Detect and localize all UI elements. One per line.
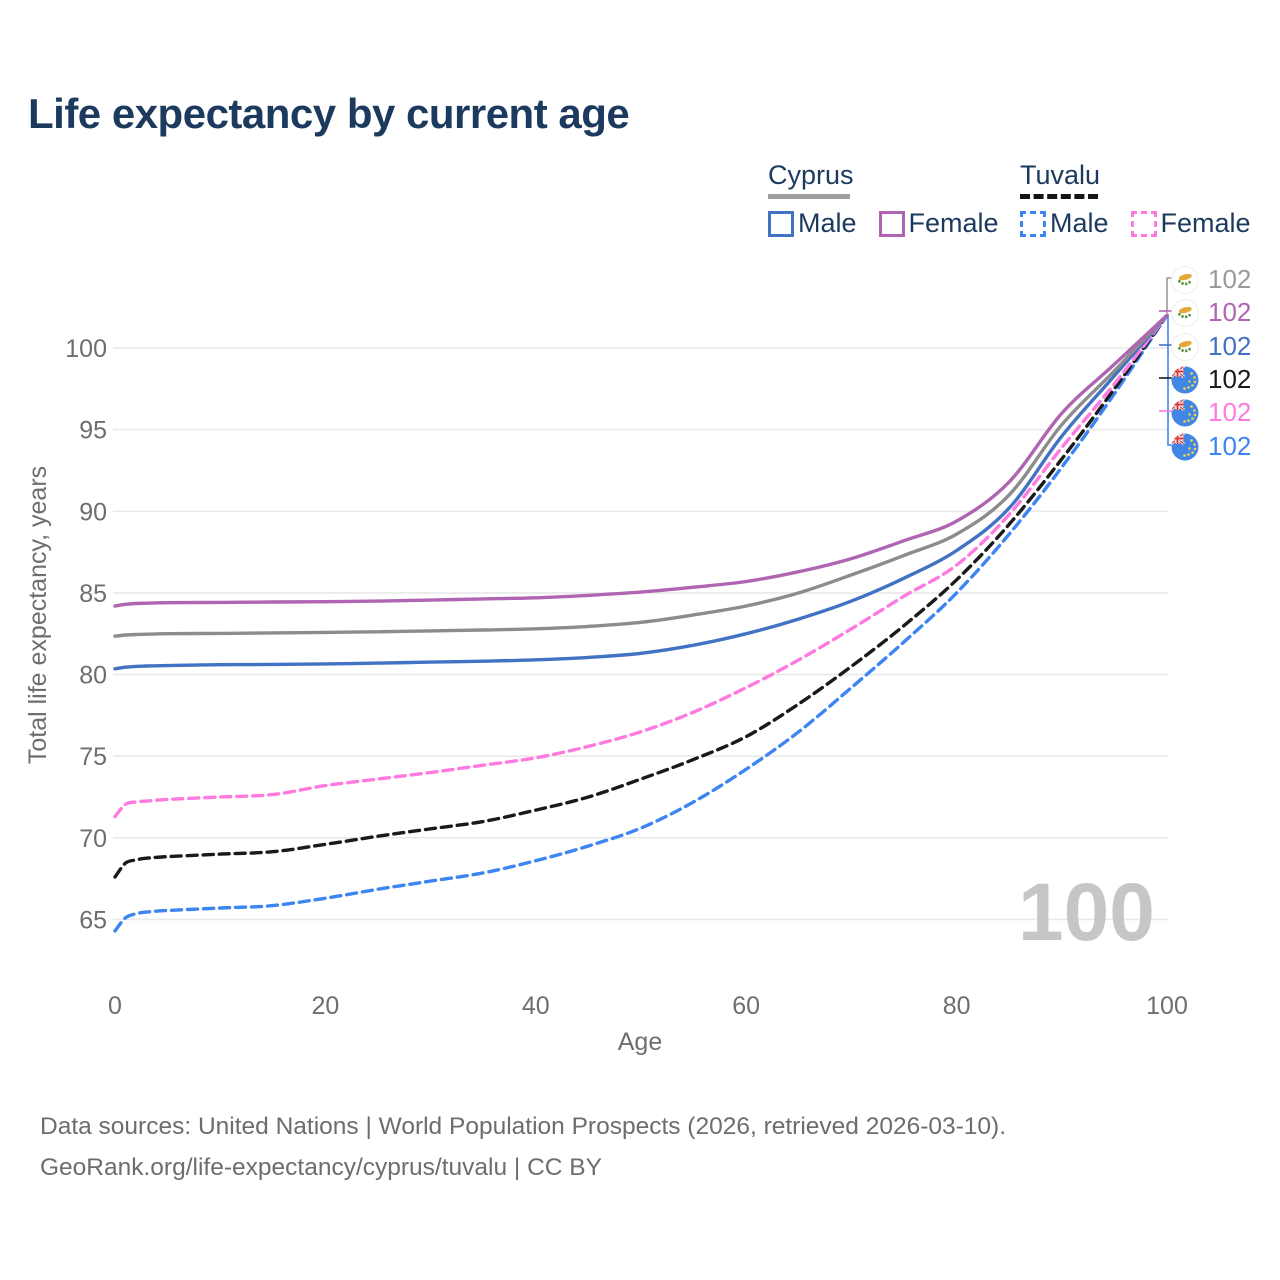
cyprus-male-swatch-icon	[768, 210, 794, 237]
x-tick-label: 20	[311, 992, 339, 1020]
end-label-cyprus-male: 102	[1171, 331, 1251, 362]
tuvalu-flag-icon	[1171, 399, 1199, 427]
page-title: Life expectancy by current age	[28, 90, 630, 137]
cyprus-solid-line-sample	[768, 194, 850, 199]
cyprus-male-line[interactable]	[113, 313, 1169, 671]
y-tick-label: 100	[65, 335, 107, 363]
source-attribution: Data sources: United Nations | World Pop…	[40, 1106, 1006, 1188]
tuvalu-flag-icon	[1171, 366, 1199, 394]
end-label-tuvalu-female: 102	[1171, 397, 1251, 428]
end-value: 102	[1208, 264, 1252, 294]
tuvalu-dashed-line-sample	[1020, 194, 1098, 199]
y-tick-label: 90	[79, 498, 107, 526]
legend-label: Female	[908, 208, 999, 238]
end-label-tuvalu-both-sexes: 102	[1171, 364, 1251, 395]
y-tick-label: 65	[79, 906, 107, 934]
georank-url-line: GeoRank.org/life-expectancy/cyprus/tuval…	[40, 1154, 602, 1181]
x-tick-label: 100	[1146, 992, 1188, 1020]
end-label-cyprus-both-sexes: 102	[1171, 264, 1251, 295]
legend-label: Male	[1050, 208, 1109, 238]
cyprus-female-line[interactable]	[113, 313, 1169, 608]
legend-group-cyprus: Cyprus Male Female	[768, 160, 1021, 239]
data-sources-line: Data sources: United Nations | World Pop…	[40, 1113, 1007, 1140]
y-tick-label: 80	[79, 662, 107, 690]
leader-tuvalu-male	[1167, 316, 1172, 446]
legend-title-tuvalu: Tuvalu	[1020, 160, 1101, 190]
y-tick-label: 85	[79, 580, 107, 608]
end-value: 102	[1208, 397, 1252, 427]
cyprus-flag-icon	[1171, 265, 1199, 294]
y-tick-label: 70	[79, 825, 107, 853]
x-tick-label: 60	[732, 992, 760, 1020]
y-tick-label: 95	[79, 417, 107, 445]
cyprus-female-swatch-icon	[878, 210, 905, 237]
end-label-tuvalu-male: 102	[1171, 431, 1251, 462]
legend-item-cyprus-female[interactable]: Female	[878, 208, 999, 239]
end-value: 102	[1208, 364, 1252, 394]
legend-title-cyprus: Cyprus	[768, 160, 854, 190]
end-value: 102	[1208, 331, 1252, 361]
legend-row-tuvalu: Male Female	[1020, 208, 1273, 239]
x-tick-label: 0	[108, 992, 122, 1020]
legend-group-tuvalu: Tuvalu Male Female	[1020, 160, 1273, 239]
legend-item-cyprus-male[interactable]: Male	[768, 208, 857, 239]
end-label-cyprus-female: 102	[1171, 297, 1251, 328]
legend-label: Female	[1160, 208, 1251, 238]
legend-item-tuvalu-female[interactable]: Female	[1130, 208, 1251, 239]
x-axis-title: Age	[618, 1028, 662, 1056]
tuvalu-female-line[interactable]	[113, 313, 1169, 819]
y-axis-title: Total life expectancy, years	[24, 466, 52, 764]
cyprus-flag-icon	[1171, 332, 1199, 361]
legend-item-tuvalu-male[interactable]: Male	[1020, 208, 1109, 239]
x-tick-label: 80	[943, 992, 971, 1020]
tuvalu-both-line[interactable]	[113, 313, 1169, 879]
tuvalu-female-swatch-icon	[1130, 210, 1157, 237]
x-tick-label: 40	[522, 992, 550, 1020]
cyprus-flag-icon	[1171, 298, 1199, 327]
leader-cyprus-both	[1166, 277, 1172, 313]
end-value: 102	[1208, 297, 1252, 327]
legend-label: Male	[798, 208, 857, 238]
current-age-watermark: 100	[1018, 867, 1155, 958]
tuvalu-male-line[interactable]	[113, 313, 1169, 933]
y-tick-label: 75	[79, 743, 107, 771]
end-value: 102	[1208, 431, 1252, 461]
tuvalu-male-swatch-icon	[1020, 210, 1046, 237]
cyprus-both-line[interactable]	[113, 313, 1169, 638]
legend-row-cyprus: Male Female	[768, 208, 1021, 239]
tuvalu-flag-icon	[1171, 433, 1199, 461]
